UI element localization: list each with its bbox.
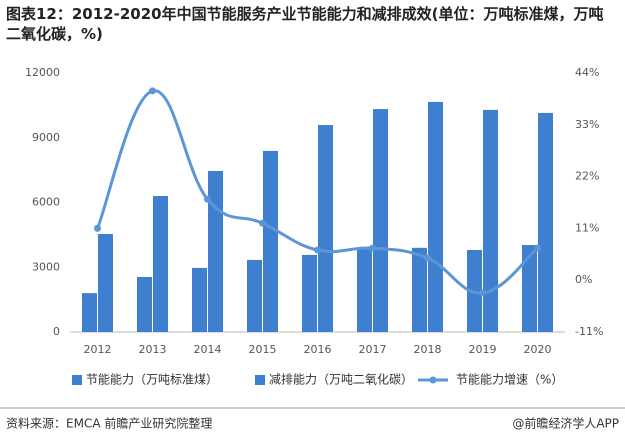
legend-label: 减排能力（万吨二氧化碳） — [269, 373, 413, 387]
x-tick-label: 2017 — [359, 343, 387, 356]
y2-tick-label: 22% — [575, 170, 599, 183]
bar — [263, 150, 278, 332]
x-tick-label: 2018 — [414, 343, 442, 356]
bar — [98, 234, 113, 332]
bar — [302, 254, 317, 332]
x-tick-label: 2020 — [524, 343, 552, 356]
y-tick-label: 6000 — [32, 196, 60, 209]
credit: @前瞻经济学人APP — [512, 416, 619, 431]
legend-label: 节能能力（万吨标准煤） — [86, 373, 218, 387]
line-point — [424, 254, 431, 262]
bar — [538, 112, 553, 332]
y-tick-label: 12000 — [25, 66, 60, 79]
y2-tick-label: 44% — [575, 66, 599, 79]
bar — [522, 245, 537, 332]
bar — [153, 196, 168, 332]
legend-label: 节能能力增速（%） — [456, 373, 563, 387]
bar — [192, 267, 207, 332]
y-tick-label: 9000 — [32, 131, 60, 144]
x-tick-label: 2015 — [249, 343, 277, 356]
bar — [373, 109, 388, 333]
line-point — [204, 195, 211, 203]
y2-tick-label: -11% — [575, 325, 603, 338]
y2-tick-label: 11% — [575, 221, 599, 234]
line-point — [479, 289, 486, 297]
bar — [357, 248, 372, 332]
y2-tick-label: 0% — [575, 273, 592, 286]
bar — [137, 276, 152, 332]
line-point — [314, 246, 321, 254]
line-point — [94, 224, 101, 232]
source: 资料来源：EMCA 前瞻产业研究院整理 — [6, 416, 212, 431]
y-tick-label: 3000 — [32, 260, 60, 273]
x-tick-label: 2013 — [139, 343, 167, 356]
bar — [483, 109, 498, 332]
y2-tick-label: 33% — [575, 118, 599, 131]
bar — [247, 259, 262, 332]
line-point — [259, 219, 266, 227]
bar — [318, 125, 333, 332]
legend-swatch — [255, 375, 265, 385]
legend-swatch — [72, 375, 82, 385]
x-tick-label: 2014 — [194, 343, 222, 356]
bar — [428, 101, 443, 333]
line-point — [534, 244, 541, 252]
chart-title: 图表12：2012-2020年中国节能服务产业节能能力和减排成效(单位：万吨标准… — [6, 5, 604, 43]
x-tick-label: 2012 — [84, 343, 112, 356]
bar — [208, 170, 223, 332]
bar — [412, 247, 427, 332]
line-point — [369, 244, 376, 252]
x-tick-label: 2019 — [469, 343, 497, 356]
line-point — [149, 87, 156, 95]
x-tick-label: 2016 — [304, 343, 332, 356]
y-tick-label: 0 — [53, 325, 60, 338]
bar — [82, 293, 97, 332]
legend-swatch-dot — [429, 376, 437, 384]
